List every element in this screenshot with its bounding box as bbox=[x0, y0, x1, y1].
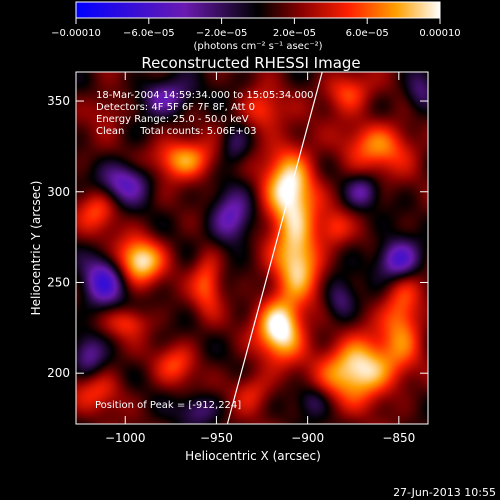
colorbar-ticks: −0.00010 −6.0e−05 −2.0e−05 2.0e−05 6.0e−05 0.… bbox=[51, 18, 461, 39]
heatmap-image bbox=[76, 72, 428, 424]
colorbar-tick-label: −0.00010 bbox=[51, 28, 101, 39]
colorbar-tick-label: 2.0e−05 bbox=[273, 28, 316, 39]
plot-frame bbox=[75, 71, 429, 425]
annotation-energy: Energy Range: 25.0 - 50.0 keV bbox=[96, 114, 249, 125]
x-tick-label: −900 bbox=[291, 431, 324, 445]
peak-position-label: Position of Peak = [-912,224] bbox=[95, 400, 241, 411]
chart-title: Reconstructed RHESSI Image bbox=[141, 54, 360, 72]
annotation-detectors: Detectors: 4F 5F 6F 7F 8F, Att 0 bbox=[96, 102, 255, 113]
footer-date: 27-Jun-2013 10:55 bbox=[393, 486, 496, 499]
x-tick-label: −950 bbox=[200, 431, 233, 445]
colorbar-tick-label: 0.00010 bbox=[419, 28, 460, 39]
y-axis-label: Heliocentric Y (arcsec) bbox=[29, 181, 43, 316]
axis-ticks: −1000 −950 −900 −850 200 250 300 350 bbox=[47, 72, 428, 445]
y-tick-label: 200 bbox=[47, 366, 70, 380]
colorbar bbox=[75, 1, 441, 19]
colorbar-units: (photons cm⁻² s⁻¹ asec⁻²) bbox=[193, 41, 322, 52]
y-tick-label: 300 bbox=[47, 185, 70, 199]
solar-limb-line bbox=[226, 72, 323, 424]
annotation-time: 18-Mar-2004 14:59:34.000 to 15:05:34.000 bbox=[96, 90, 314, 101]
x-tick-label: −1000 bbox=[105, 431, 146, 445]
y-tick-label: 250 bbox=[47, 275, 70, 289]
y-tick-label: 350 bbox=[47, 94, 70, 108]
colorbar-tick-label: −6.0e−05 bbox=[123, 28, 175, 39]
colorbar-tick-label: 6.0e−05 bbox=[346, 28, 389, 39]
annotation-clean: Clean Total counts: 5.06E+03 bbox=[96, 126, 256, 137]
colorbar-tick-label: −2.0e−05 bbox=[196, 28, 248, 39]
x-tick-label: −850 bbox=[382, 431, 415, 445]
x-axis-label: Heliocentric X (arcsec) bbox=[185, 449, 321, 463]
